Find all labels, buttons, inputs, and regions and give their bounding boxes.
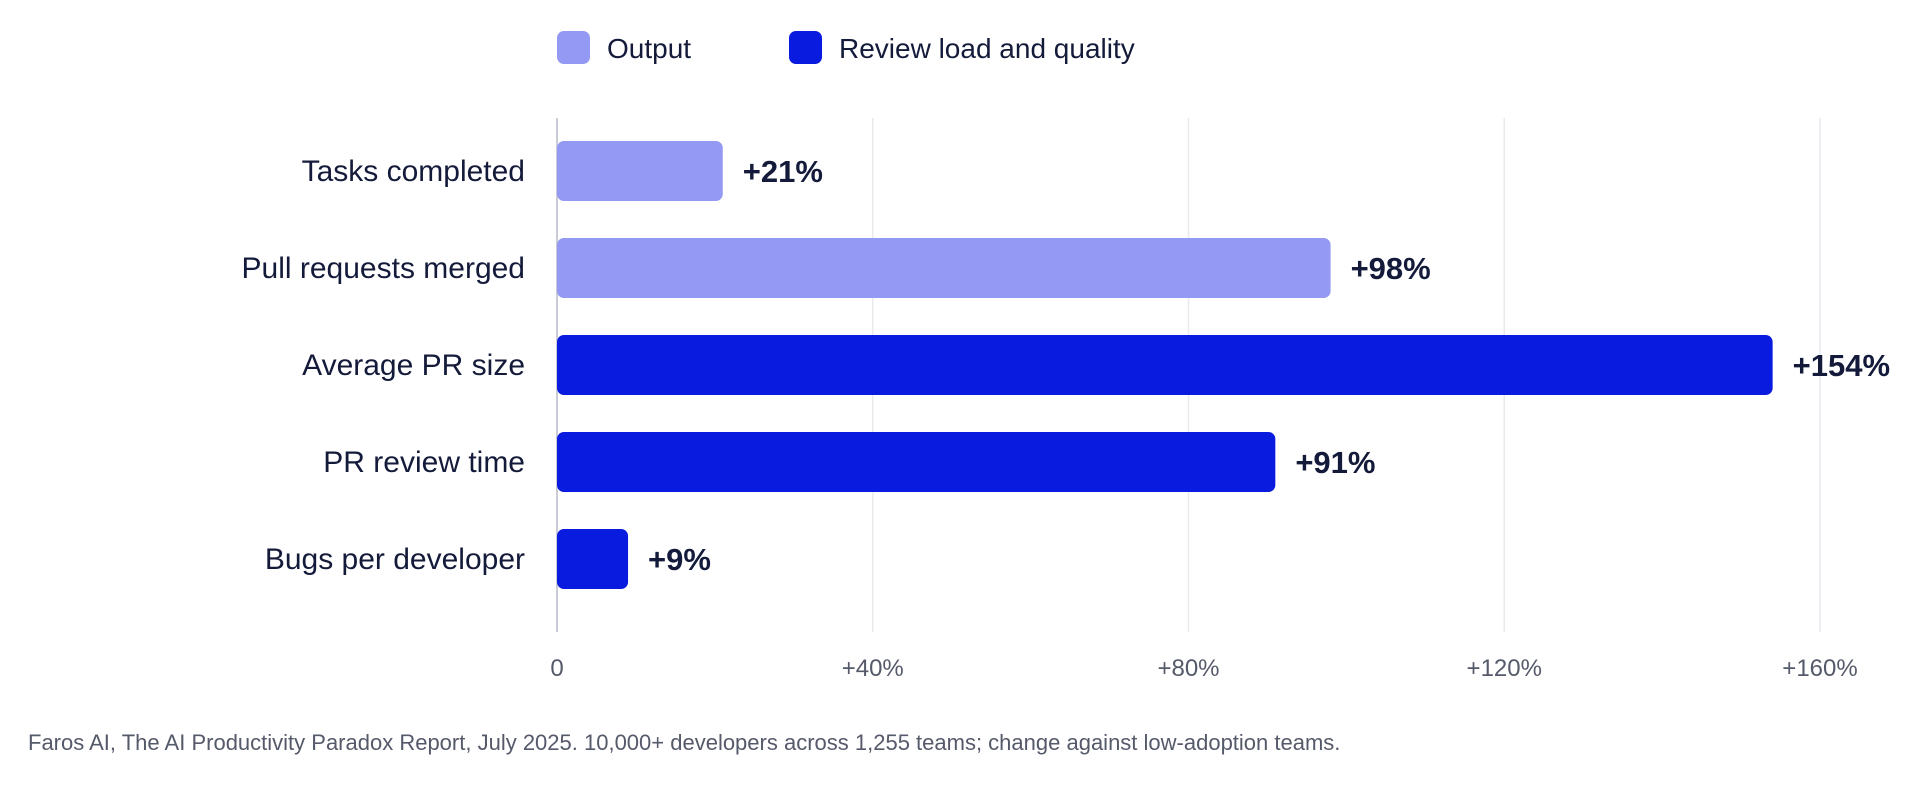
x-tick-label: 0 [550, 655, 563, 682]
x-tick-label: +160% [1782, 655, 1857, 682]
bar-row-bugs-per-developer: Bugs per developer +9% [265, 529, 711, 589]
bar [557, 238, 1331, 298]
legend-swatch [557, 31, 590, 64]
bars: Tasks completed +21% Pull requests merged +… [242, 141, 1890, 589]
legend-swatch [789, 31, 822, 64]
bar-row-tasks-completed: Tasks completed +21% [302, 141, 823, 201]
x-tick-label: +120% [1467, 655, 1542, 682]
legend-label: Output [607, 33, 691, 64]
x-tick-label: +40% [842, 655, 904, 682]
bar-row-pull-requests-merged: Pull requests merged +98% [242, 238, 1431, 298]
bar [557, 335, 1773, 395]
value-label: +91% [1295, 445, 1375, 480]
value-label: +154% [1793, 348, 1890, 383]
bar-row-average-pr-size: Average PR size +154% [302, 335, 1890, 395]
bar-row-pr-review-time: PR review time +91% [323, 432, 1375, 492]
bar [557, 432, 1276, 492]
category-label: Average PR size [302, 349, 525, 382]
category-label: Tasks completed [302, 155, 525, 188]
value-label: +9% [648, 542, 711, 577]
legend-item-review-load-and-quality: Review load and quality [789, 31, 1135, 64]
bar [557, 529, 629, 589]
bar [557, 141, 723, 201]
legend: Output Review load and quality [557, 31, 1135, 64]
x-tick-label: +80% [1157, 655, 1219, 682]
category-label: Pull requests merged [242, 252, 525, 285]
x-axis-ticks: 0 +40% +80% +120% +160% [550, 655, 1857, 682]
source-note: Faros AI, The AI Productivity Paradox Re… [28, 730, 1340, 755]
legend-item-output: Output [557, 31, 691, 64]
legend-label: Review load and quality [839, 33, 1135, 64]
value-label: +98% [1351, 251, 1431, 286]
category-label: Bugs per developer [265, 543, 525, 576]
value-label: +21% [743, 154, 823, 189]
category-label: PR review time [323, 446, 525, 479]
